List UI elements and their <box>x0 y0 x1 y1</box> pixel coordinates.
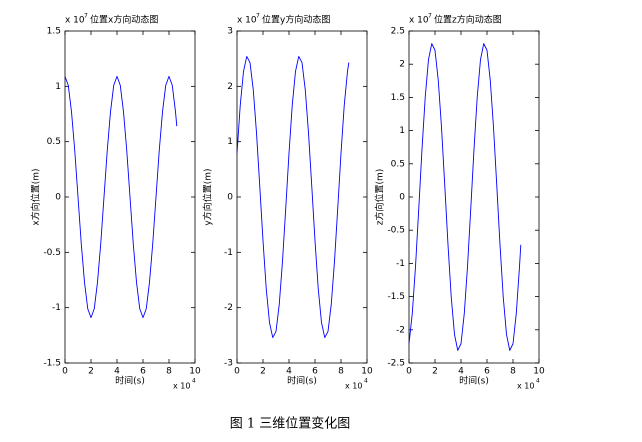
y-tick-label: 1 <box>55 82 61 92</box>
y-axis-label: z方向位置(m) <box>374 169 386 226</box>
x-multiplier-power: 4 <box>536 378 540 385</box>
data-line <box>236 56 350 338</box>
y-multiplier-power: 7 <box>256 13 260 20</box>
y-tick-label: -2 <box>396 325 405 335</box>
x-tick-label: 0 <box>406 367 412 377</box>
x-tick-label: 0 <box>62 367 68 377</box>
y-multiplier-power: 7 <box>428 13 432 20</box>
x-axis-label: 时间(s) <box>115 375 145 387</box>
y-tick-label: 1.5 <box>391 93 405 103</box>
x-tick-label: 8 <box>510 367 516 377</box>
x-tick-label: 6 <box>312 367 318 377</box>
y-tick-label: 3 <box>227 27 233 37</box>
y-tick-label: 0.5 <box>47 137 61 147</box>
y-tick-label: -3 <box>224 359 233 369</box>
x-tick-label: 2 <box>260 367 266 377</box>
x-tick-label: 10 <box>361 367 373 377</box>
x-tick-label: 10 <box>533 367 545 377</box>
y-axis-label: x方向位置(m) <box>30 168 42 225</box>
y-tick-label: 0 <box>399 193 405 203</box>
y-tick-label: -2.5 <box>387 359 405 369</box>
x-tick-label: 2 <box>432 367 438 377</box>
data-line <box>64 75 178 319</box>
x-tick-label: 8 <box>166 367 172 377</box>
y-tick-label: 2 <box>399 60 405 70</box>
y-tick-label: -1 <box>52 303 61 313</box>
x-tick-label: 8 <box>338 367 344 377</box>
x-axis-label: 时间(s) <box>459 375 489 387</box>
caption: 图 1 三维位置变化图 <box>230 416 351 432</box>
x-multiplier: x 10 <box>517 382 534 391</box>
x-tick-label: 6 <box>140 367 146 377</box>
y-tick-label: -1.5 <box>387 292 405 302</box>
chart-title: 位置z方向动态图 <box>434 14 502 26</box>
y-tick-label: 1 <box>227 137 233 147</box>
x-multiplier-power: 4 <box>364 378 368 385</box>
x-tick-label: 6 <box>484 367 490 377</box>
x-axis-label: 时间(s) <box>287 375 317 387</box>
y-tick-label: 1.5 <box>47 27 61 37</box>
y-multiplier: x 10 <box>65 16 85 26</box>
chart-title: 位置x方向动态图 <box>90 14 158 26</box>
y-tick-label: -0.5 <box>43 248 61 258</box>
x-multiplier: x 10 <box>173 382 190 391</box>
x-tick-label: 4 <box>286 367 292 377</box>
x-tick-label: 10 <box>189 367 201 377</box>
y-multiplier: x 10 <box>237 16 257 26</box>
y-tick-label: 2 <box>227 82 233 92</box>
x-tick-label: 4 <box>114 367 120 377</box>
data-line <box>408 43 522 351</box>
y-tick-label: -0.5 <box>387 226 405 236</box>
y-tick-label: -1 <box>396 259 405 269</box>
x-tick-label: 2 <box>88 367 94 377</box>
axes-box <box>236 30 368 364</box>
x-multiplier-power: 4 <box>192 378 196 385</box>
y-tick-label: -1 <box>224 248 233 258</box>
y-tick-label: 2.5 <box>391 27 405 37</box>
x-multiplier: x 10 <box>345 382 362 391</box>
y-axis-label: y方向位置(m) <box>202 168 214 225</box>
y-tick-label: -2 <box>224 303 233 313</box>
y-tick-label: -1.5 <box>43 359 61 369</box>
y-multiplier: x 10 <box>409 16 429 26</box>
y-tick-label: 0 <box>55 193 61 203</box>
y-multiplier-power: 7 <box>84 13 88 20</box>
y-tick-label: 0 <box>227 193 233 203</box>
x-tick-label: 4 <box>458 367 464 377</box>
y-tick-label: 1 <box>399 126 405 136</box>
x-tick-label: 0 <box>234 367 240 377</box>
axes-box <box>408 30 540 364</box>
y-tick-label: 0.5 <box>391 159 405 169</box>
chart-title: 位置y方向动态图 <box>262 14 330 26</box>
